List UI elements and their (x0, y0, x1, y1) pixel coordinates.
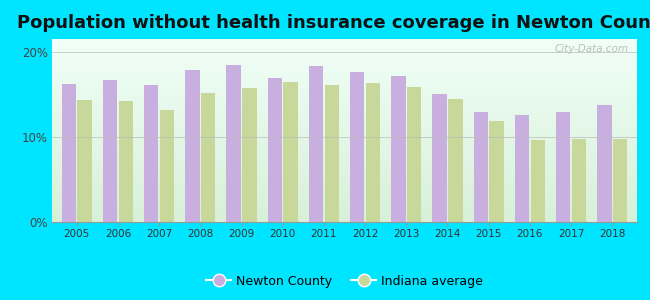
Title: Population without health insurance coverage in Newton County: Population without health insurance cove… (18, 14, 650, 32)
Bar (185, 70, 200, 222)
Legend: Newton County, Indiana average: Newton County, Indiana average (201, 270, 488, 292)
Bar (391, 76, 406, 222)
Bar (448, 99, 463, 222)
Bar (144, 85, 159, 222)
Bar (62, 84, 76, 222)
Bar (474, 112, 488, 222)
Bar (530, 140, 545, 222)
Bar (268, 78, 282, 222)
Bar (103, 80, 117, 222)
Bar (242, 88, 257, 222)
Bar (160, 110, 174, 222)
Bar (283, 82, 298, 222)
Text: City-Data.com: City-Data.com (554, 44, 628, 55)
Bar (118, 101, 133, 222)
Bar (366, 83, 380, 222)
Bar (77, 100, 92, 222)
Bar (556, 112, 571, 222)
Bar (613, 139, 627, 222)
Bar (432, 94, 447, 222)
Bar (201, 94, 215, 222)
Bar (597, 105, 612, 222)
Bar (350, 72, 365, 222)
Bar (324, 85, 339, 222)
Bar (489, 121, 504, 222)
Bar (515, 115, 529, 222)
Bar (407, 87, 421, 222)
Bar (572, 140, 586, 222)
Bar (226, 64, 241, 222)
Bar (309, 66, 323, 222)
